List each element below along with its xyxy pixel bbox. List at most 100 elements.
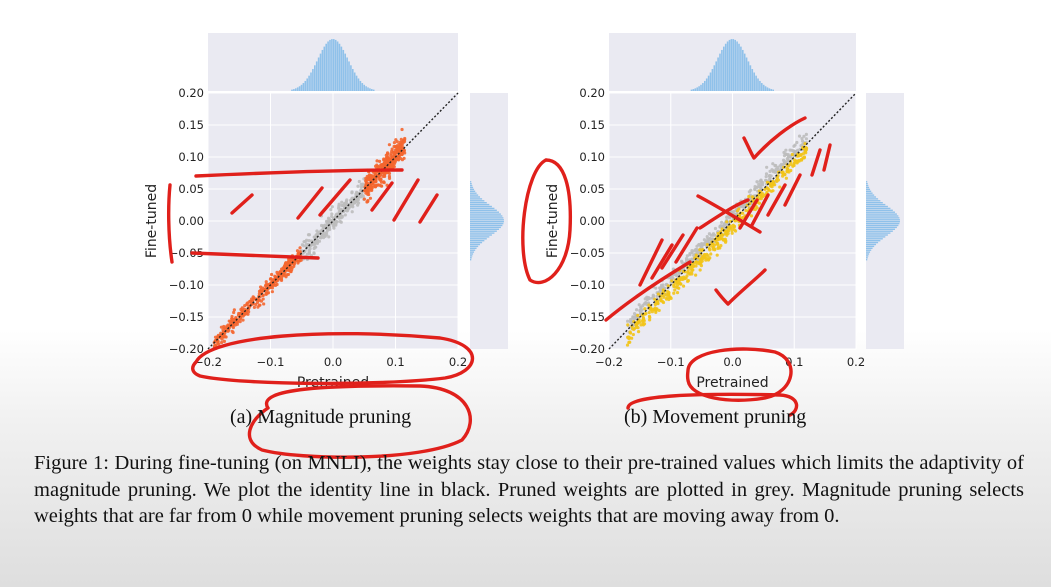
annotation-tick-stroke	[674, 226, 699, 264]
right-histogram-bar	[866, 226, 897, 229]
scatter-point	[220, 340, 224, 345]
scatter-point	[383, 158, 387, 162]
x-tick-label: −0.1	[657, 355, 685, 369]
right-histogram-bar	[866, 183, 868, 185]
scatter-point	[322, 224, 327, 228]
scatter-point	[251, 295, 255, 299]
y-tick-label: 0.15	[178, 118, 204, 132]
scatter-point	[647, 303, 651, 307]
top-histogram-bar	[312, 69, 314, 91]
scatter-point	[318, 235, 322, 240]
scatter-point	[230, 314, 234, 319]
right-histogram-bar	[866, 202, 883, 204]
top-histogram-bar	[736, 41, 738, 91]
scatter-point	[641, 323, 645, 327]
scatter-point	[399, 137, 403, 141]
y-tick-label: 0.00	[178, 214, 204, 228]
scatter-point	[354, 192, 358, 196]
scatter-point	[374, 183, 378, 187]
scatter-point	[785, 169, 789, 173]
right-histogram-bar	[470, 188, 475, 191]
scatter-point	[694, 253, 698, 257]
right-histogram-bar	[470, 200, 485, 202]
scatter-point	[662, 295, 666, 299]
right-histogram-bar	[866, 247, 873, 249]
top-histogram-bar	[340, 46, 343, 91]
scatter-point	[235, 322, 239, 326]
scatter-point	[385, 151, 390, 155]
scatter-point	[631, 327, 635, 331]
annotation-tick-stroke	[370, 181, 394, 212]
scatter-point	[400, 127, 404, 132]
y-tick-label: 0.20	[178, 86, 204, 100]
top-histogram-bar	[709, 72, 712, 91]
scatter-point	[350, 210, 354, 214]
scatter-point	[784, 176, 788, 180]
scatter-point	[628, 330, 632, 334]
scatter-point	[370, 184, 374, 189]
top-histogram-bar	[704, 80, 706, 91]
top-histogram-bar	[723, 46, 725, 91]
scatter-point	[325, 228, 330, 233]
top-histogram-bar	[304, 80, 307, 91]
right-histogram-bar	[470, 203, 490, 206]
scatter-point	[350, 203, 355, 207]
right-histogram-bar	[866, 205, 888, 208]
scatter-point	[664, 297, 669, 301]
scatter-point	[668, 295, 672, 300]
right-histogram-bar	[866, 194, 875, 196]
x-tick-label: −0.2	[595, 355, 623, 369]
annotation-tick-stroke	[783, 173, 802, 207]
scatter-point	[675, 291, 680, 295]
scatter-point	[391, 164, 395, 168]
scatter-point	[240, 306, 244, 310]
top-histogram-bar	[705, 78, 708, 91]
scatter-point	[348, 205, 352, 209]
scatter-point	[629, 320, 633, 324]
subcaption-a: (a) Magnitude pruning	[230, 406, 412, 428]
scatter-point	[774, 167, 778, 171]
plots-layer: 0.200.150.100.050.00−0.05−0.10−0.15−0.20…	[144, 33, 904, 391]
top-histogram-bar	[749, 65, 752, 91]
scatter-point	[639, 305, 643, 309]
y-tick-label: −0.15	[570, 310, 605, 324]
top-histogram-bar	[728, 39, 731, 91]
scatter-point	[362, 197, 366, 201]
scatter-point	[225, 324, 229, 328]
scatter-point	[350, 197, 354, 201]
top-histogram-bar	[696, 87, 698, 91]
scatter-point	[768, 177, 772, 181]
annotation-tick-stroke	[766, 183, 787, 217]
top-histogram-bar	[348, 61, 350, 91]
right-histogram-bar	[866, 184, 869, 187]
scatter-point	[656, 301, 660, 305]
top-histogram-bar	[707, 75, 710, 91]
scatter-point	[778, 185, 782, 189]
top-histogram-bar	[365, 86, 367, 91]
right-histogram-bar	[470, 190, 476, 192]
annotation-tick-stroke	[230, 193, 254, 215]
top-histogram-bar	[329, 39, 331, 91]
y-tick-label: 0.15	[579, 118, 605, 132]
scatter-point	[625, 343, 630, 347]
scatter-point	[658, 286, 662, 290]
scatter-point	[329, 207, 333, 212]
scatter-point	[265, 283, 269, 287]
top-histogram-bar	[694, 88, 697, 91]
scatter-point	[646, 295, 651, 300]
scatter-point	[364, 180, 368, 184]
scatter-point	[747, 190, 751, 194]
scatter-point	[252, 305, 256, 309]
annotation-upper-threshold-line	[194, 168, 404, 178]
scatter-point	[724, 231, 729, 235]
scatter-point	[705, 242, 709, 247]
scatter-point	[774, 178, 779, 182]
scatter-point	[298, 246, 302, 250]
right-histogram-bar	[470, 219, 504, 221]
scatter-point	[654, 286, 658, 290]
top-histogram-bar	[700, 84, 702, 91]
scatter-point	[747, 194, 751, 199]
scatter-point	[792, 162, 796, 166]
scatter-point	[804, 137, 808, 141]
right-histogram-bar	[470, 196, 481, 198]
